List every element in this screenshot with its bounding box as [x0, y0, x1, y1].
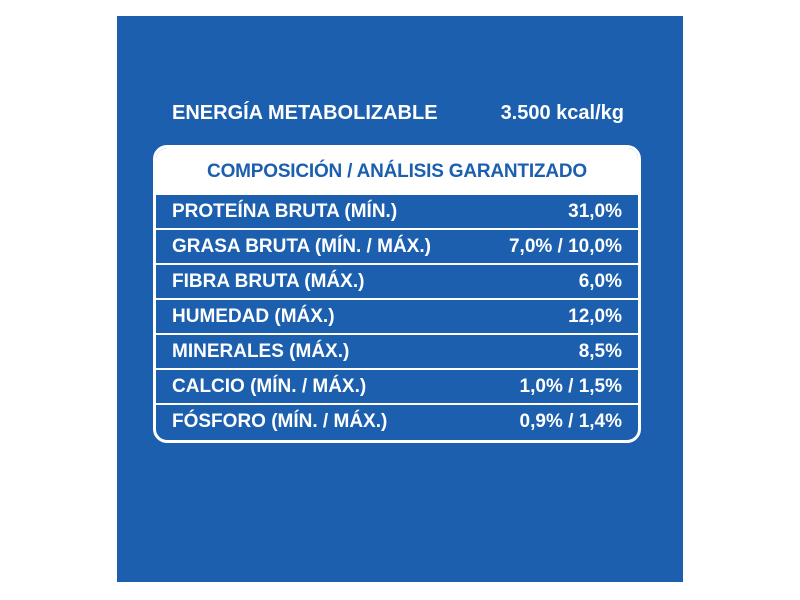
row-label: MINERALES (MÁX.): [172, 340, 350, 362]
row-label: FÓSFORO (MÍN. / MÁX.): [172, 410, 388, 432]
table-rows: PROTEÍNA BRUTA (MÍN.) 31,0% GRASA BRUTA …: [156, 195, 638, 438]
row-label: FIBRA BRUTA (MÁX.): [172, 270, 365, 292]
row-value: 7,0% / 10,0%: [508, 235, 622, 257]
row-label: GRASA BRUTA (MÍN. / MÁX.): [172, 235, 431, 257]
table-row: PROTEÍNA BRUTA (MÍN.) 31,0%: [156, 195, 638, 228]
row-value: 1,0% / 1,5%: [519, 375, 622, 397]
table-row: FIBRA BRUTA (MÁX.) 6,0%: [156, 263, 638, 298]
row-label: PROTEÍNA BRUTA (MÍN.): [172, 200, 398, 222]
row-label: HUMEDAD (MÁX.): [172, 305, 335, 327]
energy-label: ENERGÍA METABOLIZABLE: [172, 101, 438, 124]
row-value: 31,0%: [568, 200, 622, 222]
row-value: 6,0%: [578, 270, 622, 292]
table-row: CALCIO (MÍN. / MÁX.) 1,0% / 1,5%: [156, 368, 638, 403]
row-value: 12,0%: [568, 305, 622, 327]
table-row: GRASA BRUTA (MÍN. / MÁX.) 7,0% / 10,0%: [156, 228, 638, 263]
row-label: CALCIO (MÍN. / MÁX.): [172, 375, 367, 397]
energy-value: 3.500 kcal/kg: [500, 101, 624, 124]
table-header: COMPOSICIÓN / ANÁLISIS GARANTIZADO: [156, 148, 638, 195]
table-row: FÓSFORO (MÍN. / MÁX.) 0,9% / 1,4%: [156, 403, 638, 438]
row-value: 8,5%: [578, 340, 622, 362]
energy-row: ENERGÍA METABOLIZABLE 3.500 kcal/kg: [172, 98, 624, 128]
row-value: 0,9% / 1,4%: [519, 410, 622, 432]
table-row: HUMEDAD (MÁX.) 12,0%: [156, 298, 638, 333]
table-row: MINERALES (MÁX.) 8,5%: [156, 333, 638, 368]
analysis-table: COMPOSICIÓN / ANÁLISIS GARANTIZADO PROTE…: [153, 145, 641, 443]
